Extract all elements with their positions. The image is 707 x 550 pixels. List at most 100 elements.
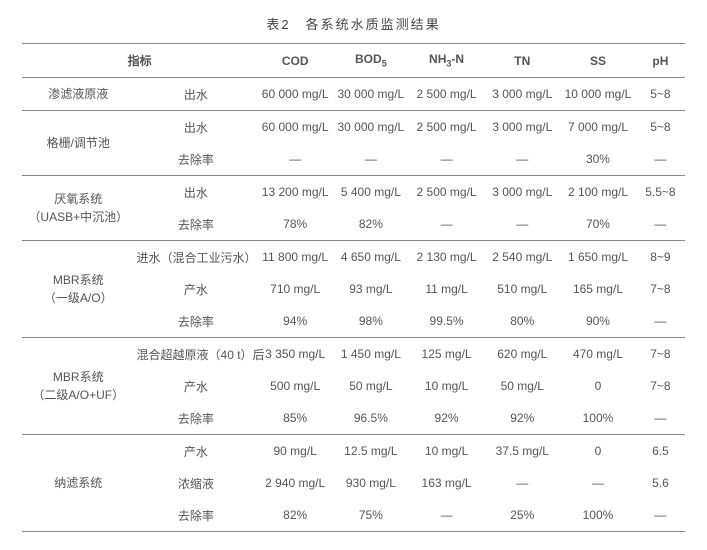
cell-cod: 2 940 mg/L bbox=[257, 467, 333, 499]
cell-ph: 7~8 bbox=[636, 338, 685, 371]
cell-bod5: 930 mg/L bbox=[333, 467, 409, 499]
row-label: 产水 bbox=[135, 273, 258, 305]
row-label: 出水 bbox=[135, 78, 258, 111]
cell-ss: 1 650 mg/L bbox=[560, 241, 636, 274]
row-label: 去除率 bbox=[135, 305, 258, 338]
cell-nh3n: — bbox=[409, 499, 485, 532]
page: 表2 各系统水质监测结果 指标 COD BOD5 NH3-N TN SS pH … bbox=[0, 0, 707, 550]
col-bod5: BOD5 bbox=[333, 44, 409, 78]
cell-nh3n: — bbox=[409, 143, 485, 176]
cell-bod5: 93 mg/L bbox=[333, 273, 409, 305]
cell-cod: 82% bbox=[257, 499, 333, 532]
cell-cod: 11 800 mg/L bbox=[257, 241, 333, 274]
cell-ph: 5~8 bbox=[636, 111, 685, 144]
row-label: 去除率 bbox=[135, 499, 258, 532]
cell-ss: 0 bbox=[560, 435, 636, 468]
cell-tn: 37.5 mg/L bbox=[484, 435, 560, 468]
row-label: 去除率 bbox=[135, 402, 258, 435]
row-label: 产水 bbox=[135, 370, 258, 402]
row-label: 出水 bbox=[135, 111, 258, 144]
cell-ph: 5~8 bbox=[636, 78, 685, 111]
cell-cod: 710 mg/L bbox=[257, 273, 333, 305]
col-ss: SS bbox=[560, 44, 636, 78]
cell-ss: 10 000 mg/L bbox=[560, 78, 636, 111]
cell-bod5: 82% bbox=[333, 208, 409, 241]
cell-tn: — bbox=[484, 143, 560, 176]
row-label: 产水 bbox=[135, 435, 258, 468]
cell-ph: 7~8 bbox=[636, 273, 685, 305]
cell-nh3n: 92% bbox=[409, 402, 485, 435]
cell-tn: 510 mg/L bbox=[484, 273, 560, 305]
cell-tn: 3 000 mg/L bbox=[484, 111, 560, 144]
cell-ph: 5.5~8 bbox=[636, 176, 685, 209]
cell-tn: 25% bbox=[484, 499, 560, 532]
system-name: MBR系统（二级A/O+UF） bbox=[22, 338, 135, 435]
cell-cod: 78% bbox=[257, 208, 333, 241]
cell-nh3n: 163 mg/L bbox=[409, 467, 485, 499]
water-quality-table: 指标 COD BOD5 NH3-N TN SS pH 渗滤液原液出水60 000… bbox=[22, 43, 685, 532]
cell-nh3n: 2 500 mg/L bbox=[409, 111, 485, 144]
col-cod: COD bbox=[257, 44, 333, 78]
cell-bod5: 4 650 mg/L bbox=[333, 241, 409, 274]
cell-ph: — bbox=[636, 499, 685, 532]
system-name: MBR系统（一级A/O） bbox=[22, 241, 135, 338]
cell-tn: 3 000 mg/L bbox=[484, 78, 560, 111]
row-label: 去除率 bbox=[135, 143, 258, 176]
cell-bod5: 12.5 mg/L bbox=[333, 435, 409, 468]
cell-nh3n: 10 mg/L bbox=[409, 370, 485, 402]
cell-nh3n: 2 500 mg/L bbox=[409, 176, 485, 209]
cell-bod5: — bbox=[333, 143, 409, 176]
table-row: 纳滤系统产水90 mg/L12.5 mg/L10 mg/L37.5 mg/L06… bbox=[22, 435, 685, 468]
cell-ss: 100% bbox=[560, 402, 636, 435]
cell-tn: — bbox=[484, 467, 560, 499]
table-row: 渗滤液原液出水60 000 mg/L30 000 mg/L2 500 mg/L3… bbox=[22, 78, 685, 111]
table-row: 厌氧系统（UASB+中沉池）出水13 200 mg/L5 400 mg/L2 5… bbox=[22, 176, 685, 209]
row-label: 混合超越原液（40 t）后 bbox=[135, 338, 258, 371]
cell-cod: 60 000 mg/L bbox=[257, 111, 333, 144]
cell-ph: — bbox=[636, 208, 685, 241]
cell-tn: 620 mg/L bbox=[484, 338, 560, 371]
table-title: 表2 各系统水质监测结果 bbox=[22, 14, 685, 33]
cell-ph: — bbox=[636, 305, 685, 338]
cell-tn: 3 000 mg/L bbox=[484, 176, 560, 209]
cell-ss: 7 000 mg/L bbox=[560, 111, 636, 144]
cell-bod5: 98% bbox=[333, 305, 409, 338]
cell-tn: 92% bbox=[484, 402, 560, 435]
cell-ph: 8~9 bbox=[636, 241, 685, 274]
cell-nh3n: — bbox=[409, 208, 485, 241]
col-nh3n: NH3-N bbox=[409, 44, 485, 78]
cell-nh3n: 2 500 mg/L bbox=[409, 78, 485, 111]
row-label: 进水（混合工业污水） bbox=[135, 241, 258, 274]
system-name: 渗滤液原液 bbox=[22, 78, 135, 111]
col-ph: pH bbox=[636, 44, 685, 78]
cell-cod: 3 350 mg/L bbox=[257, 338, 333, 371]
table-body: 渗滤液原液出水60 000 mg/L30 000 mg/L2 500 mg/L3… bbox=[22, 78, 685, 532]
table-header-row: 指标 COD BOD5 NH3-N TN SS pH bbox=[22, 44, 685, 78]
table-row: 格栅/调节池出水60 000 mg/L30 000 mg/L2 500 mg/L… bbox=[22, 111, 685, 144]
table-row: MBR系统（一级A/O）进水（混合工业污水）11 800 mg/L4 650 m… bbox=[22, 241, 685, 274]
system-name: 厌氧系统（UASB+中沉池） bbox=[22, 176, 135, 241]
cell-ss: — bbox=[560, 467, 636, 499]
cell-ph: 7~8 bbox=[636, 370, 685, 402]
cell-ph: 5.6 bbox=[636, 467, 685, 499]
cell-nh3n: 2 130 mg/L bbox=[409, 241, 485, 274]
cell-ss: 100% bbox=[560, 499, 636, 532]
cell-cod: 500 mg/L bbox=[257, 370, 333, 402]
table-row: MBR系统（二级A/O+UF）混合超越原液（40 t）后3 350 mg/L1 … bbox=[22, 338, 685, 371]
cell-bod5: 50 mg/L bbox=[333, 370, 409, 402]
cell-nh3n: 99.5% bbox=[409, 305, 485, 338]
cell-bod5: 30 000 mg/L bbox=[333, 78, 409, 111]
cell-nh3n: 10 mg/L bbox=[409, 435, 485, 468]
cell-ph: 6.5 bbox=[636, 435, 685, 468]
cell-bod5: 5 400 mg/L bbox=[333, 176, 409, 209]
row-label: 出水 bbox=[135, 176, 258, 209]
cell-ss: 70% bbox=[560, 208, 636, 241]
cell-ss: 30% bbox=[560, 143, 636, 176]
cell-ph: — bbox=[636, 402, 685, 435]
system-name: 纳滤系统 bbox=[22, 435, 135, 532]
col-system: 指标 bbox=[22, 44, 257, 78]
cell-tn: 80% bbox=[484, 305, 560, 338]
cell-cod: 90 mg/L bbox=[257, 435, 333, 468]
row-label: 去除率 bbox=[135, 208, 258, 241]
cell-cod: — bbox=[257, 143, 333, 176]
